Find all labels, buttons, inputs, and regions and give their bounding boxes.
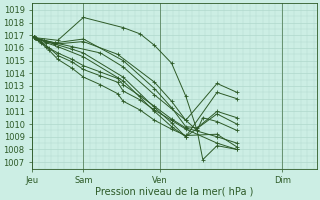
X-axis label: Pression niveau de la mer( hPa ): Pression niveau de la mer( hPa ) bbox=[95, 187, 253, 197]
